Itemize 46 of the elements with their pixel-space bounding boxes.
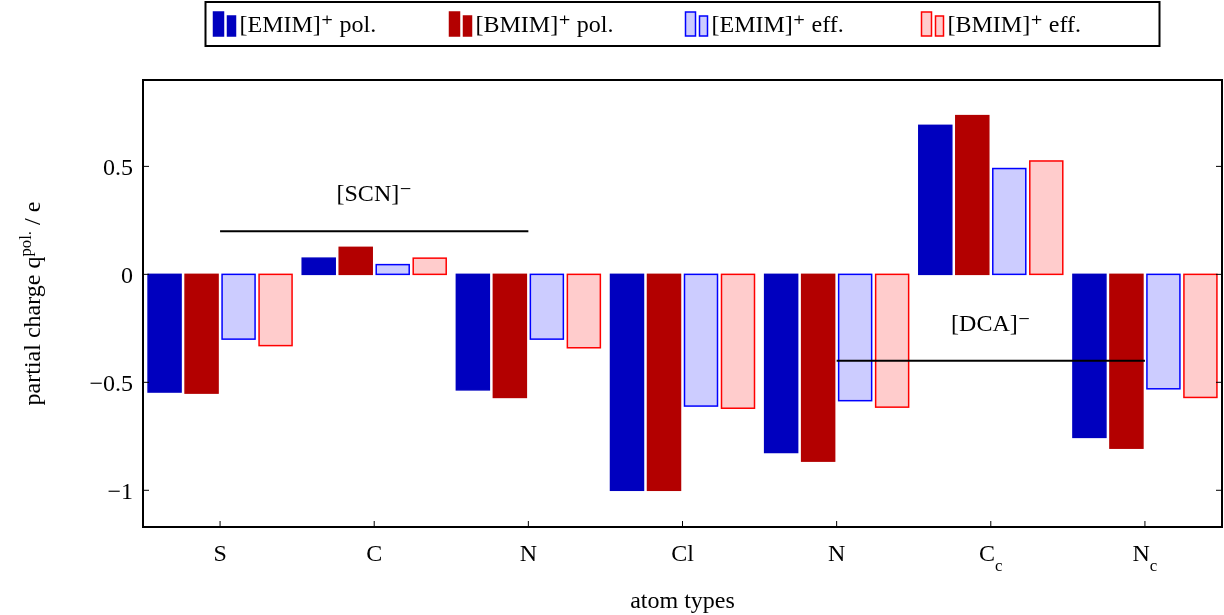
bar [1029,160,1064,276]
x-tick-label: C [366,540,383,566]
bar [147,273,182,393]
bar [874,273,910,408]
x-tick-label: C$_{c}$ [979,540,1003,575]
bar [992,167,1027,276]
bar [566,273,602,349]
bar [955,114,990,276]
bar [1146,273,1181,390]
y-tick-label: 0 [121,261,133,288]
y-tick-label: −0.5 [89,369,133,396]
bar [184,273,219,394]
legend-label: [BMIM]⁺ pol. [475,11,614,37]
bar [683,273,719,407]
bar [375,263,410,276]
annotation: [SCN]⁻ [336,180,412,207]
annotation: [DCA]⁻ [951,309,1031,336]
bar [221,273,256,340]
x-tick-label: N [827,540,846,566]
bar [763,273,799,454]
legend-label: [EMIM]⁺ pol. [239,11,377,37]
bar [492,273,528,399]
y-tick-label: 0.5 [103,153,133,180]
bar [720,273,756,409]
bar [258,273,293,347]
bar [338,246,373,276]
bar [800,273,836,462]
x-tick-label: N$_{c}$ [1132,540,1158,575]
bar [646,273,682,492]
bar [1109,273,1144,449]
x-tick-label: N [519,540,538,566]
bar [918,124,953,276]
bar [837,273,873,402]
x-axis-title: atom types [630,587,735,613]
bar [301,257,336,276]
bar [455,273,491,391]
x-tick-label: Cl [671,540,695,566]
bar [609,273,645,492]
bar [529,273,565,340]
x-tick-label: S [213,540,227,566]
bar [412,257,447,276]
legend-label: [BMIM]⁺ eff. [947,11,1082,37]
bar [1183,273,1218,399]
legend-label: [EMIM]⁺ eff. [711,11,844,37]
bar [1072,273,1107,439]
y-tick-label: −1 [107,477,133,504]
